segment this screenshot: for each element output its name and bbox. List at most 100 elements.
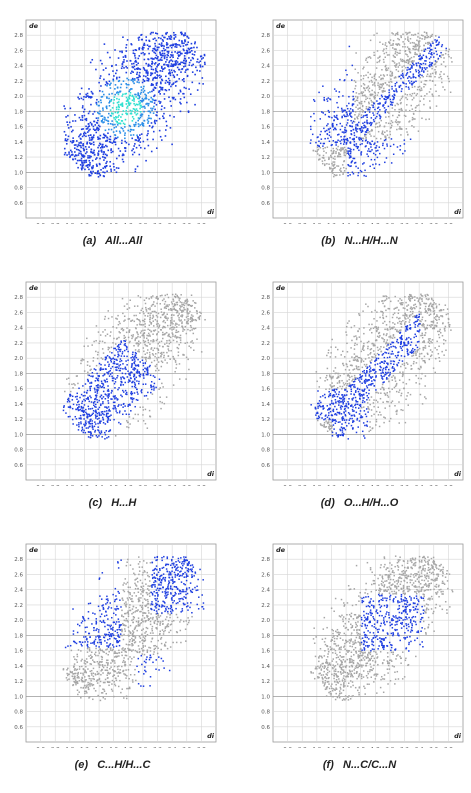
point [119, 350, 121, 353]
y-tick-label: 2.0 [261, 94, 270, 100]
point [126, 105, 129, 108]
point [122, 93, 124, 96]
point [146, 77, 149, 79]
point [134, 405, 136, 408]
point [147, 48, 150, 50]
point [430, 45, 433, 47]
point [152, 88, 155, 91]
point [376, 115, 378, 118]
point [80, 97, 83, 100]
point [91, 435, 94, 437]
point [109, 430, 111, 432]
point [173, 320, 175, 322]
point [400, 35, 402, 37]
point [417, 130, 420, 132]
point [175, 311, 178, 314]
point [354, 114, 356, 116]
point [420, 293, 422, 296]
point [369, 165, 371, 168]
point [434, 60, 437, 62]
point [164, 343, 166, 345]
point [427, 41, 429, 44]
point [135, 342, 138, 345]
point [394, 405, 396, 407]
point [155, 314, 158, 317]
point [400, 90, 403, 93]
y-tick-label: 2.2 [14, 341, 23, 347]
point [370, 158, 373, 161]
point [428, 339, 430, 342]
point [382, 77, 384, 80]
point [137, 94, 139, 97]
point [131, 70, 133, 73]
point [195, 66, 197, 69]
point [312, 149, 315, 152]
point [94, 172, 97, 175]
point [100, 411, 103, 413]
point [190, 47, 193, 49]
point [130, 134, 132, 136]
point [411, 116, 414, 119]
point [362, 82, 365, 85]
point [138, 96, 141, 98]
point [190, 59, 192, 62]
point [85, 408, 87, 411]
point [102, 118, 104, 120]
point [378, 146, 381, 148]
point [202, 57, 204, 59]
point [112, 70, 114, 72]
point [131, 94, 134, 97]
point [152, 316, 155, 318]
point [132, 397, 135, 400]
point [101, 115, 104, 117]
point [402, 314, 404, 317]
point [367, 71, 369, 74]
point [432, 307, 435, 310]
point [412, 76, 414, 79]
point [391, 326, 394, 329]
point [389, 133, 392, 136]
point [400, 302, 403, 304]
point [132, 134, 135, 136]
point [127, 426, 130, 429]
point [325, 376, 327, 379]
point [412, 34, 415, 36]
point [330, 377, 333, 380]
point [187, 318, 189, 320]
point [97, 176, 100, 178]
point [360, 361, 363, 363]
y-tick-label: 1.2 [14, 417, 23, 423]
point [83, 110, 85, 113]
point [328, 388, 331, 390]
point [130, 393, 133, 396]
point [406, 315, 408, 317]
point [414, 303, 417, 306]
point [429, 106, 431, 109]
point [431, 304, 433, 306]
point [376, 61, 378, 64]
point [168, 335, 171, 338]
point [107, 412, 109, 415]
point [391, 85, 393, 88]
point [397, 114, 400, 116]
point [169, 56, 172, 59]
point [123, 334, 125, 337]
point [126, 420, 128, 422]
point [442, 54, 445, 56]
point [163, 319, 165, 322]
point [161, 52, 164, 55]
point [389, 130, 391, 133]
point [111, 375, 113, 378]
point [341, 148, 343, 151]
point [329, 384, 332, 386]
point [129, 59, 132, 62]
point [122, 406, 124, 408]
point [176, 303, 179, 306]
point [337, 139, 339, 141]
point [186, 50, 189, 52]
point [175, 63, 178, 65]
point [133, 344, 135, 347]
point [398, 401, 400, 403]
point [137, 364, 140, 366]
point [158, 388, 160, 391]
